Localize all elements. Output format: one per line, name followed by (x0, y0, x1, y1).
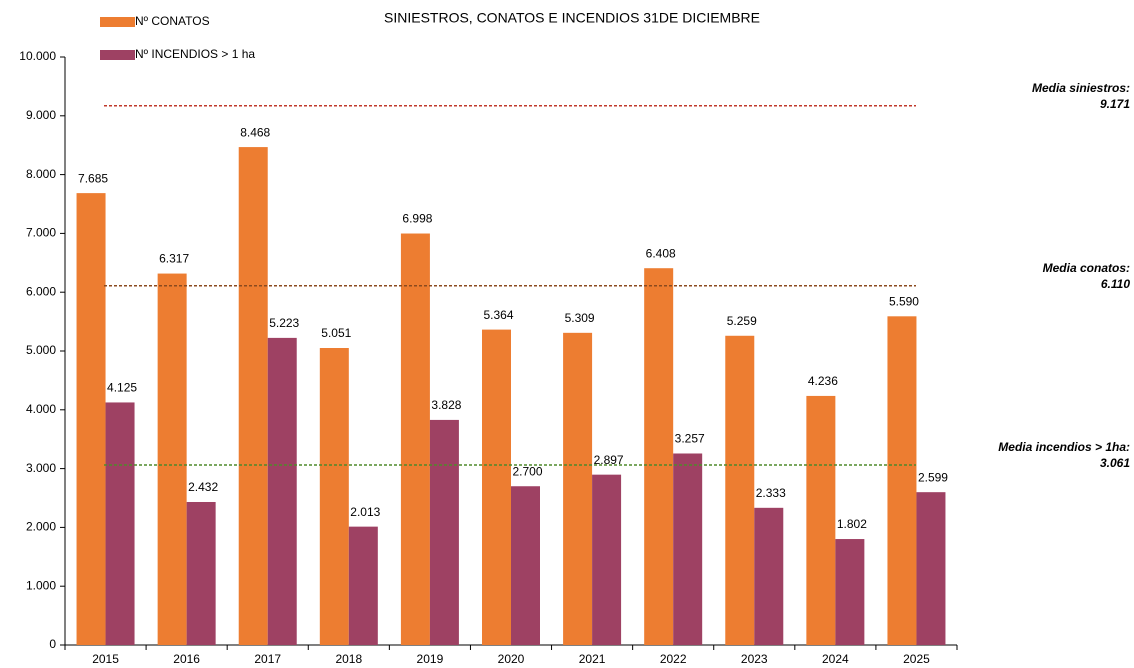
data-label: 6.998 (402, 212, 432, 226)
data-label: 4.125 (107, 381, 137, 395)
x-tick-label: 2022 (660, 652, 687, 666)
data-label: 2.013 (350, 505, 380, 519)
bar (400, 233, 430, 646)
data-label: 2.333 (756, 486, 786, 500)
bar (267, 337, 297, 645)
x-tick-label: 2024 (822, 652, 849, 666)
x-tick-label: 2020 (498, 652, 525, 666)
reference-label: Media incendios > 1ha: (998, 440, 1130, 454)
y-tick-label: 4.000 (26, 402, 56, 416)
legend-label: Nº CONATOS (135, 14, 210, 28)
y-tick-label: 0 (49, 637, 56, 651)
data-label: 6.408 (646, 246, 676, 260)
x-tick-label: 2019 (417, 652, 444, 666)
data-label: 2.432 (188, 480, 218, 494)
data-label: 2.700 (512, 464, 542, 478)
bar (319, 348, 349, 645)
bar (592, 474, 622, 645)
bar (76, 193, 106, 645)
y-tick-label: 9.000 (26, 108, 56, 122)
bar (429, 419, 459, 645)
data-label: 3.257 (675, 432, 705, 446)
x-tick-label: 2016 (173, 652, 200, 666)
x-tick-label: 2017 (254, 652, 281, 666)
bar (157, 273, 187, 645)
reference-value: 9.171 (1100, 97, 1130, 111)
bar (725, 335, 755, 645)
y-tick-label: 7.000 (26, 226, 56, 240)
reference-label: Media conatos: (1043, 261, 1130, 275)
data-label: 2.897 (594, 453, 624, 467)
bar (916, 492, 946, 645)
bar (806, 395, 836, 645)
bar (563, 332, 593, 645)
y-tick-label: 3.000 (26, 461, 56, 475)
bar (105, 402, 135, 645)
data-label: 2.599 (918, 470, 948, 484)
reference-label: Media siniestros: (1032, 81, 1130, 95)
bar (511, 486, 540, 645)
data-label: 4.236 (808, 374, 838, 388)
x-tick-label: 2025 (903, 652, 930, 666)
data-label: 8.468 (240, 125, 270, 139)
bar (673, 453, 703, 645)
data-label: 5.223 (269, 316, 299, 330)
x-tick-label: 2021 (579, 652, 606, 666)
data-label: 3.828 (431, 398, 461, 412)
data-label: 1.802 (837, 517, 867, 531)
x-tick-label: 2015 (92, 652, 119, 666)
chart-title: SINIESTROS, CONATOS E INCENDIOS 31DE DIC… (384, 10, 760, 26)
data-label: 5.309 (565, 311, 595, 325)
bar (754, 507, 784, 645)
data-label: 6.317 (159, 252, 189, 266)
legend-label: Nº INCENDIOS > 1 ha (135, 47, 255, 61)
y-tick-label: 6.000 (26, 284, 56, 298)
x-tick-label: 2018 (335, 652, 362, 666)
data-label: 5.051 (321, 326, 351, 340)
y-tick-label: 1.000 (26, 578, 56, 592)
data-label: 5.259 (727, 314, 757, 328)
y-tick-label: 8.000 (26, 167, 56, 181)
bar (887, 316, 917, 645)
y-tick-label: 10.000 (19, 49, 56, 63)
legend-swatch (100, 17, 135, 27)
y-tick-label: 2.000 (26, 520, 56, 534)
y-tick-label: 5.000 (26, 343, 56, 357)
bar (482, 329, 511, 645)
bar (186, 501, 216, 645)
bar (835, 539, 865, 645)
data-label: 5.364 (483, 308, 513, 322)
x-tick-label: 2023 (741, 652, 768, 666)
data-label: 5.590 (889, 294, 919, 308)
reference-value: 3.061 (1100, 456, 1130, 470)
legend-swatch (100, 50, 135, 60)
bar (644, 268, 674, 645)
bar (238, 147, 268, 645)
data-label: 7.685 (78, 171, 108, 185)
bar (348, 526, 378, 645)
reference-value: 6.110 (1101, 277, 1130, 291)
